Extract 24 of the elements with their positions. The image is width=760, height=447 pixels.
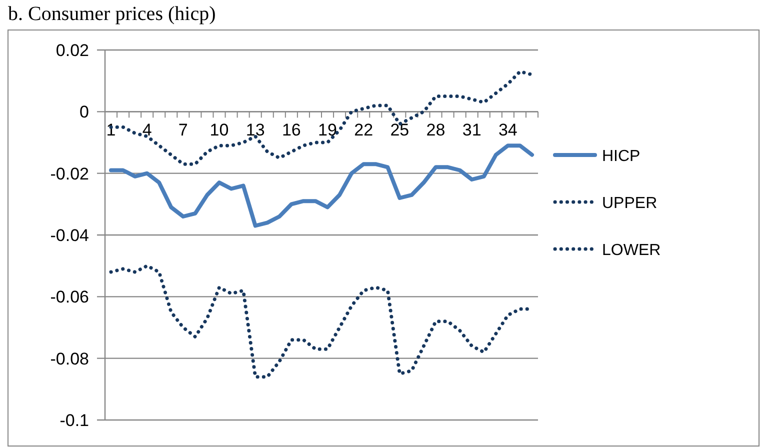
- y-tick-label: -0.06: [50, 288, 89, 307]
- y-tick-label: -0.08: [50, 349, 89, 368]
- chart-title: b. Consumer prices (hicp): [8, 3, 216, 25]
- x-tick-label: 19: [318, 120, 337, 140]
- x-tick-label: 22: [354, 120, 374, 140]
- x-tick-label: 4: [142, 120, 152, 140]
- x-tick-label: 16: [282, 120, 301, 140]
- y-tick-label: -0.1: [60, 411, 89, 430]
- x-tick-label: 34: [498, 120, 518, 140]
- x-tick-label: 13: [246, 120, 265, 140]
- line-series: [109, 70, 534, 166]
- legend-label: LOWER: [602, 242, 661, 259]
- y-tick-label: 0.02: [56, 41, 89, 60]
- legend-label: HICP: [602, 148, 640, 165]
- x-tick-label: 10: [210, 120, 229, 140]
- x-tick-label: 31: [462, 120, 482, 140]
- y-tick-label: -0.04: [50, 226, 89, 245]
- y-tick-label: 0: [80, 102, 89, 122]
- x-tick-label: 28: [426, 120, 446, 140]
- line-series: [109, 144, 534, 228]
- x-tick-label: 25: [390, 120, 410, 140]
- x-tick-label: 7: [178, 120, 188, 140]
- legend-label: UPPER: [602, 195, 658, 212]
- y-tick-label: -0.02: [50, 164, 89, 184]
